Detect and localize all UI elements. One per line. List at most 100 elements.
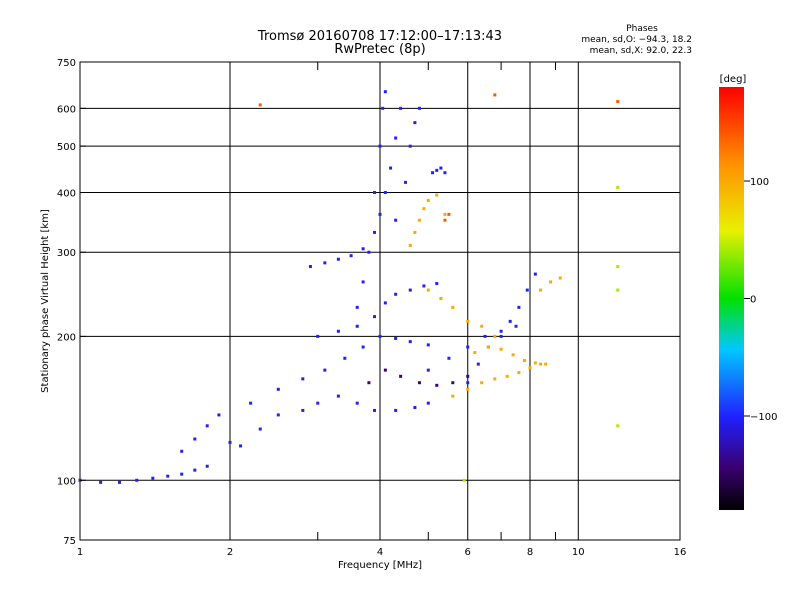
scatter-point — [301, 408, 305, 412]
scatter-point — [439, 297, 443, 301]
scatter-point — [426, 401, 430, 405]
scatter-point — [228, 440, 232, 444]
scatter-point — [408, 144, 412, 148]
scatter-point — [205, 424, 209, 428]
scatter-point — [361, 280, 365, 284]
stats-heading: Phases — [626, 24, 658, 34]
y-tick-label: 750 — [57, 58, 76, 69]
chart-subtitle: RwPretec (8p) — [334, 42, 425, 57]
scatter-point — [378, 144, 382, 148]
x-tick-label: 4 — [377, 547, 383, 558]
scatter-point — [378, 212, 382, 216]
scatter-point — [616, 288, 620, 292]
scatter-point — [394, 408, 398, 412]
scatter-point — [336, 329, 340, 333]
scatter-point — [426, 343, 430, 347]
scatter-point — [616, 424, 620, 428]
scatter-point — [394, 136, 398, 140]
scatter-point — [336, 394, 340, 398]
colorbar-tick-label: 100 — [750, 177, 769, 188]
scatter-point — [316, 401, 320, 405]
scatter-point — [486, 345, 490, 349]
scatter-point — [447, 212, 451, 216]
scatter-point — [301, 377, 305, 381]
scatter-point — [443, 171, 447, 175]
scatter-point — [480, 381, 484, 385]
scatter-point — [616, 265, 620, 269]
scatter-point — [413, 230, 417, 234]
scatter-point — [403, 180, 407, 184]
scatter-point — [373, 315, 377, 319]
scatter-point — [443, 212, 447, 216]
scatter-point — [361, 345, 365, 349]
scatter-point — [381, 106, 385, 110]
scatter-point — [493, 377, 497, 381]
scatter-point — [258, 103, 262, 107]
y-tick-label: 400 — [57, 188, 76, 199]
scatter-point — [399, 374, 403, 378]
scatter-point — [151, 476, 155, 480]
scatter-point — [373, 230, 377, 234]
scatter-point — [343, 356, 347, 360]
y-tick-label: 500 — [57, 142, 76, 153]
x-tick-label: 16 — [674, 547, 687, 558]
y-axis-ticks: 75 100 200 300 400 500 600 750 — [57, 58, 86, 547]
scatter-point — [417, 218, 421, 222]
scatter-point — [367, 250, 371, 254]
x-axis-ticks: 1 2 4 6 8 10 16 — [77, 62, 687, 558]
scatter-point — [511, 353, 515, 357]
stats-line-o: mean, sd,O: −94.3, 18.2 — [581, 35, 692, 45]
scatter-point — [135, 478, 139, 482]
scatter-point — [323, 261, 327, 265]
scatter-point — [383, 190, 387, 194]
y-axis-label: Stationary phase Virtual Height [km] — [40, 209, 51, 393]
x-tick-label: 10 — [572, 547, 585, 558]
scatter-point — [466, 387, 470, 391]
x-tick-label: 2 — [227, 547, 233, 558]
scatter-point — [539, 362, 543, 366]
scatter-point — [99, 480, 103, 484]
x-tick-label: 1 — [77, 547, 83, 558]
scatter-point — [394, 336, 398, 340]
scatter-point — [373, 408, 377, 412]
scatter-point — [435, 193, 439, 197]
y-tick-label: 300 — [57, 248, 76, 259]
scatter-point — [533, 272, 537, 276]
scatter-point — [514, 324, 518, 328]
scatter-point — [476, 362, 480, 366]
scatter-point — [558, 276, 562, 280]
scatter-point — [422, 284, 426, 288]
y-tick-label: 75 — [63, 536, 76, 547]
scatter-point — [480, 324, 484, 328]
scatter-point — [426, 198, 430, 202]
scatter-point — [205, 464, 209, 468]
scatter-point — [499, 347, 503, 351]
grid-lines — [80, 62, 680, 540]
x-axis-label: Frequency [MHz] — [338, 560, 422, 571]
scatter-point — [373, 190, 377, 194]
scatter-point — [413, 121, 417, 125]
scatter-point — [528, 366, 532, 370]
scatter-point — [308, 265, 312, 269]
scatter-point — [451, 394, 455, 398]
colorbar-tick-label: 0 — [750, 295, 756, 306]
scatter-point — [533, 361, 537, 365]
x-tick-label: 6 — [465, 547, 471, 558]
scatter-point — [276, 413, 280, 417]
scatter-point — [394, 292, 398, 296]
scatter-point — [447, 356, 451, 360]
scatter-point — [413, 405, 417, 409]
scatter-point — [249, 401, 253, 405]
scatter-point — [408, 243, 412, 247]
x-tick-label: 8 — [527, 547, 533, 558]
scatter-point — [499, 329, 503, 333]
scatter-point — [193, 437, 197, 441]
scatter-point — [399, 106, 403, 110]
scatter-point — [517, 371, 521, 375]
y-tick-label: 200 — [57, 332, 76, 343]
scatter-point — [361, 247, 365, 251]
scatter-point — [523, 359, 527, 363]
scatter-point — [355, 324, 359, 328]
scatter-point — [417, 381, 421, 385]
